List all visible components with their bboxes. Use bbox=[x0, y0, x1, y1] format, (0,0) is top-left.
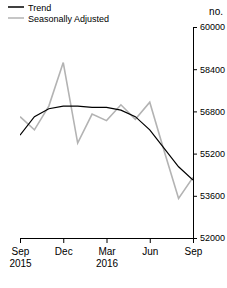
x-tick-mark bbox=[20, 238, 21, 243]
y-tick-mark bbox=[193, 196, 197, 197]
x-tick: Mar2016 bbox=[96, 238, 119, 269]
y-tick-mark bbox=[193, 154, 197, 155]
x-tick: Sep2015 bbox=[9, 238, 32, 269]
x-axis: Sep2015 Dec Mar2016 Jun Sep bbox=[9, 238, 202, 269]
x-tick-label: Dec bbox=[55, 246, 73, 257]
y-tick-mark bbox=[193, 111, 197, 112]
series-line bbox=[20, 63, 193, 199]
lines bbox=[20, 63, 193, 199]
y-tick-mark bbox=[193, 69, 197, 70]
y-tick: 60000 bbox=[193, 22, 225, 32]
x-tick: Jun bbox=[142, 238, 158, 257]
x-axis-line bbox=[21, 239, 194, 244]
y-tick: 58400 bbox=[193, 65, 225, 75]
x-tick-label: Sep bbox=[185, 246, 203, 257]
y-tick-mark bbox=[193, 238, 197, 239]
y-axis-title: no. bbox=[209, 6, 223, 17]
legend-swatch bbox=[8, 6, 24, 8]
y-tick-label: 52000 bbox=[200, 233, 225, 243]
x-tick-label: Mar2016 bbox=[96, 246, 119, 269]
y-tick-mark bbox=[193, 27, 197, 28]
y-tick: 53600 bbox=[193, 191, 225, 201]
y-tick-label: 58400 bbox=[200, 65, 225, 75]
y-axis: 52000 53600 55200 56800 58400 60000 bbox=[193, 22, 225, 243]
x-tick-label: Jun bbox=[142, 246, 158, 257]
legend: TrendSeasonally Adjusted bbox=[8, 3, 109, 24]
x-tick-mark bbox=[150, 238, 151, 243]
legend-label: Seasonally Adjusted bbox=[28, 14, 109, 24]
x-tick: Dec bbox=[55, 238, 73, 257]
y-tick: 55200 bbox=[193, 149, 225, 159]
legend-label: Trend bbox=[28, 3, 51, 13]
legend-item: Trend bbox=[8, 3, 51, 13]
x-tick-mark bbox=[63, 238, 64, 243]
y-tick-label: 56800 bbox=[200, 107, 225, 117]
y-tick: 52000 bbox=[193, 233, 225, 243]
series-line bbox=[20, 106, 193, 180]
y-tick: 56800 bbox=[193, 107, 225, 117]
legend-swatch bbox=[8, 17, 24, 19]
plot: Sep2015 Dec Mar2016 Jun Sep 52000 53600 55200 56… bbox=[9, 22, 225, 268]
legend-item: Seasonally Adjusted bbox=[8, 14, 109, 24]
chart: Sep2015 Dec Mar2016 Jun Sep 52000 53600 55200 56… bbox=[0, 0, 227, 288]
y-tick-label: 60000 bbox=[200, 22, 225, 32]
y-tick-label: 53600 bbox=[200, 191, 225, 201]
x-tick-label: Sep2015 bbox=[9, 246, 32, 269]
y-axis-line bbox=[194, 28, 198, 239]
y-tick-label: 55200 bbox=[200, 149, 225, 159]
x-tick-mark bbox=[107, 238, 108, 243]
